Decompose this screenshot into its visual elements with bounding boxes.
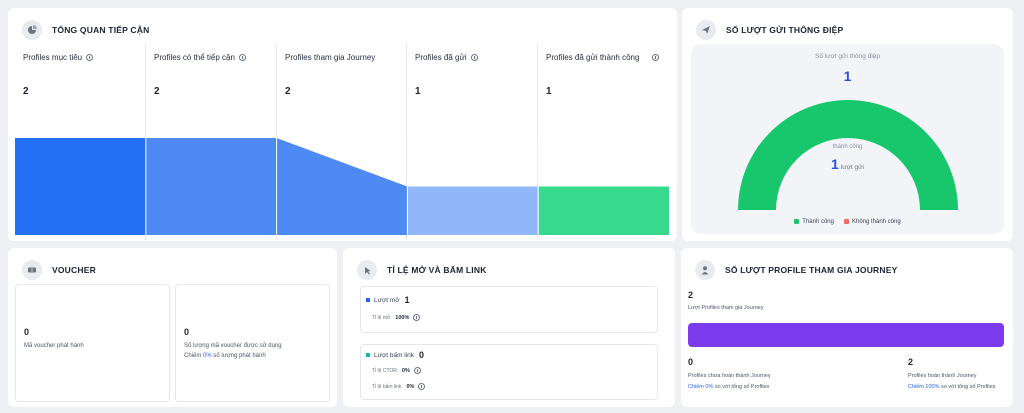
journey-complete-share: Chiếm 100% so với tổng số Profiles [908, 384, 996, 390]
cursor-click-icon [357, 260, 377, 280]
journey-header: SỐ LƯỢT PROFILE THAM GIA JOURNEY [695, 260, 897, 280]
stage-label: Profiles tham gia Journey [285, 53, 376, 62]
clicks-marker [366, 353, 370, 357]
journey-incomplete-share: Chiếm 0% so với tổng số Profiles [688, 384, 770, 390]
stage-label: Profiles mục tiêu [23, 53, 83, 62]
info-icon[interactable] [418, 383, 426, 390]
messages-sent-title: SỐ LƯỢT GỬI THÔNG ĐIỆP [726, 25, 844, 35]
info-icon[interactable] [86, 54, 94, 62]
journey-title: SỐ LƯỢT PROFILE THAM GIA JOURNEY [725, 265, 898, 275]
click-rate-value: 0% [406, 383, 415, 390]
stage-value: 1 [546, 86, 552, 97]
opens-marker [366, 298, 370, 302]
journey-total-label: Lượt Profiles tham gia Journey [688, 305, 764, 311]
voucher-issued-box: 0 Mã voucher phát hành [15, 284, 170, 402]
open-click-rate-title: TỈ LỆ MỞ VÀ BẤM LINK [387, 265, 487, 275]
messages-sent-header: SỐ LƯỢT GỬI THÔNG ĐIỆP [696, 20, 843, 40]
gauge-legend: Thành công Không thành công [691, 219, 1004, 225]
stage-value: 2 [23, 86, 29, 97]
success-gauge [738, 100, 958, 210]
voucher-card: VOUCHER 0 Mã voucher phát hành 0 Số lượn… [8, 248, 337, 407]
reach-overview-card: TỔNG QUAN TIẾP CẬN Profiles mục tiêu 2 P… [8, 8, 677, 241]
info-icon[interactable] [470, 54, 478, 62]
legend-swatch [843, 219, 849, 224]
stage-label: Profiles đã gửi thành công [546, 53, 640, 62]
journey-incomplete-value: 0 [688, 357, 694, 367]
journey-complete-value: 2 [908, 357, 914, 367]
info-icon[interactable] [652, 54, 659, 61]
stage-value: 2 [285, 86, 291, 97]
clicks-box: Lượt bấm link 0 Tỉ lệ CTOR 0% Tỉ lệ bấm li… [360, 344, 658, 400]
voucher-used-box: 0 Số lượng mã voucher được sử dụng Chiếm… [175, 284, 330, 402]
funnel-stage-joined: Profiles tham gia Journey 2 [277, 44, 407, 240]
funnel-segment[interactable] [145, 138, 277, 235]
open-rate-label: Tỉ lệ mở [372, 314, 391, 321]
gauge-success-arc [738, 100, 958, 210]
reach-overview-title: TỔNG QUAN TIẾP CẬN [52, 25, 150, 35]
open-click-rate-card: TỈ LỆ MỞ VÀ BẤM LINK Lượt mở 1 Tỉ lệ mở 10… [343, 248, 675, 407]
ctor-value: 0% [401, 367, 410, 374]
clicks-label: Lượt bấm link [374, 351, 415, 359]
stage-label: Profiles có thể tiếp cận [154, 53, 235, 62]
info-icon[interactable] [413, 314, 421, 321]
voucher-header: VOUCHER [22, 260, 96, 280]
total-sent-value: 1 [843, 68, 852, 84]
opens-value: 1 [404, 295, 410, 305]
legend-item-success[interactable]: Thành công [794, 219, 834, 225]
send-icon [696, 20, 716, 40]
messages-sent-card: SỐ LƯỢT GỬI THÔNG ĐIỆP Số lượt gửi thông… [682, 8, 1013, 241]
opens-label: Lượt mở [374, 296, 400, 304]
funnel-stage-sent: Profiles đã gửi 1 [407, 44, 538, 240]
voucher-used-share: Chiếm 0% số lượng phát hành [184, 353, 266, 359]
legend-swatch [794, 219, 800, 224]
info-icon[interactable] [413, 367, 421, 374]
voucher-title: VOUCHER [52, 265, 96, 275]
user-icon [695, 260, 715, 280]
ctor-label: Tỉ lệ CTOR [372, 367, 397, 374]
ticket-icon [22, 260, 42, 280]
legend-item-failure[interactable]: Không thành công [843, 219, 901, 225]
stage-label: Profiles đã gửi [415, 53, 467, 62]
stage-value: 2 [154, 86, 160, 97]
funnel-stage-sent-success: Profiles đã gửi thành công 1 [538, 44, 669, 240]
journey-total-value: 2 [688, 290, 694, 300]
total-sent-label: Số lượt gửi thông điệp [814, 53, 880, 60]
journey-incomplete-label: Profiles chưa hoàn thành Journey [688, 373, 771, 379]
pie-chart-icon [22, 20, 42, 40]
journey-completion-bar [688, 323, 1004, 347]
open-rate-value: 100% [395, 314, 410, 321]
gauge-panel: Số lượt gửi thông điệp 1 thành công 1 lượ… [691, 44, 1004, 234]
funnel-segment[interactable] [15, 138, 146, 235]
funnel-segment[interactable] [407, 186, 539, 236]
opens-box: Lượt mở 1 Tỉ lệ mở 100% [360, 286, 658, 333]
journey-participation-card: SỐ LƯỢT PROFILE THAM GIA JOURNEY 2 Lượt … [681, 248, 1013, 407]
voucher-used-label: Số lượng mã voucher được sử dụng [184, 343, 282, 349]
success-unit: lượt gửi [840, 164, 864, 171]
voucher-issued-value: 0 [24, 327, 30, 337]
voucher-used-value: 0 [184, 327, 190, 337]
info-icon[interactable] [238, 54, 246, 62]
voucher-issued-label: Mã voucher phát hành [24, 343, 84, 349]
success-value: 1 [831, 156, 839, 172]
journey-complete-label: Profiles hoàn thành Journey [908, 373, 977, 379]
open-click-rate-header: TỈ LỆ MỞ VÀ BẤM LINK [357, 260, 487, 280]
funnel-chart [15, 138, 669, 235]
funnel-segment[interactable] [276, 138, 408, 235]
stage-value: 1 [415, 86, 421, 97]
funnel-segment[interactable] [538, 186, 669, 236]
success-label: thành công [832, 144, 863, 150]
click-rate-label: Tỉ lệ bấm link [372, 383, 402, 390]
reach-overview-header: TỔNG QUAN TIẾP CẬN [22, 20, 149, 40]
clicks-value: 0 [419, 350, 425, 360]
